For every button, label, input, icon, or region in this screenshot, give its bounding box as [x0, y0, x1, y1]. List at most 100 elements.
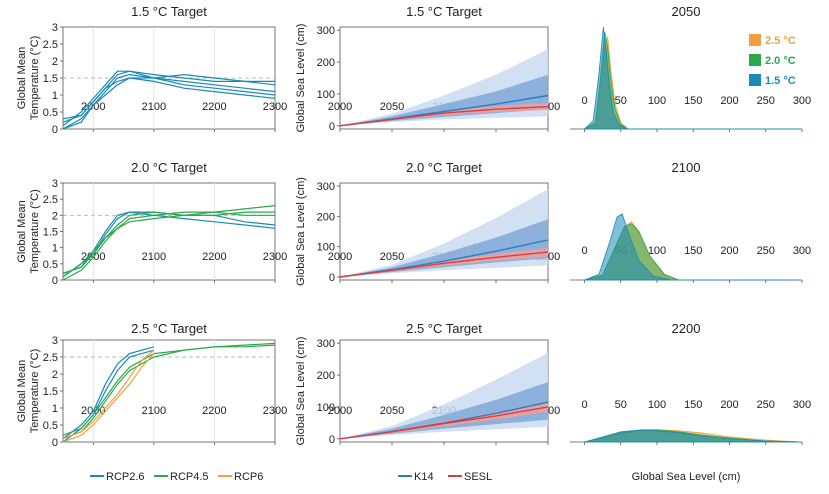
panel-title: 2100 [672, 160, 701, 175]
legend-label-rcp6: RCP6 [234, 471, 263, 483]
y-axis-label: Global Sea Level (cm) [295, 337, 307, 446]
x-tick-label: 2050 [380, 101, 404, 113]
y-tick-label: 1.5 [43, 227, 58, 239]
y-tick-label: 0.5 [43, 259, 58, 271]
y-tick-label: 200 [317, 211, 335, 223]
panel-title: 2200 [672, 321, 701, 336]
series-line-rcp26 [62, 70, 276, 127]
legend-swatch-rcp26 [749, 74, 761, 86]
x-tick-label: 250 [757, 399, 775, 411]
y-axis-label: Global MeanTemperature (°C) [16, 36, 41, 120]
legend-label-rcp45: RCP4.5 [170, 471, 209, 483]
y-tick-label: 2 [52, 56, 58, 68]
y-tick-label: 1.5 [43, 73, 58, 85]
temp-legend: RCP2.6 RCP4.5 RCP6 [90, 471, 263, 483]
panel-title: 1.5 °C Target [131, 4, 207, 19]
x-tick-label: 50 [615, 95, 627, 107]
legend-label-sesl: SESL [464, 471, 492, 483]
x-tick-label: 2300 [263, 251, 287, 263]
y-tick-label: 200 [317, 57, 335, 69]
y-tick-label: 300 [317, 338, 335, 350]
y-axis-label-line: Global Mean [16, 200, 28, 262]
x-tick-label: 0 [581, 245, 587, 257]
panel-1-2: 1.5 °C Target200020502100215022000100200… [295, 4, 560, 133]
y-tick-label: 3 [52, 178, 58, 190]
y-tick-label: 3 [52, 22, 58, 34]
panel-3-2: 2.5 °C Target200020502100215022000100200… [295, 321, 560, 446]
x-tick-label: 2000 [328, 251, 352, 263]
series-line-rcp45 [62, 205, 276, 281]
y-tick-label: 2.5 [43, 352, 58, 364]
x-tick-label: 2050 [380, 405, 404, 417]
y-tick-label: 2 [52, 210, 58, 222]
y-tick-label: 300 [317, 181, 335, 193]
y-tick-label: 0 [329, 272, 335, 284]
distribution-rcp26 [584, 213, 802, 281]
panel-title: 2.0 °C Target [131, 160, 207, 175]
y-tick-label: 100 [317, 402, 335, 414]
panel-title: 2.5 °C Target [131, 321, 207, 336]
y-axis-label: Global MeanTemperature (°C) [16, 349, 41, 433]
y-tick-label: 200 [317, 370, 335, 382]
x-tick-label: 200 [720, 95, 738, 107]
y-tick-label: 3 [52, 335, 58, 347]
series-line-rcp45 [62, 211, 275, 275]
y-tick-label: 1.5 [43, 386, 58, 398]
series-line-rcp26 [62, 73, 276, 130]
y-tick-label: 0 [329, 121, 335, 133]
y-tick-label: 0 [329, 434, 335, 446]
y-axis-label-line: Global Mean [16, 360, 28, 422]
y-axis-label: Global Sea Level (cm) [295, 177, 307, 286]
panel-3-3: 2200 0 50 100 150 200 250 300 Global Sea Level (… [570, 321, 811, 483]
x-tick-label: 2000 [328, 101, 352, 113]
panel-2-2: 2.0 °C Target200020502100215022000100200… [295, 160, 560, 286]
x-tick-label: 2000 [328, 405, 352, 417]
y-tick-label: 0.5 [43, 420, 58, 432]
x-tick-label: 2050 [380, 251, 404, 263]
panel-1-3: 2050 0 50 100 150 200 250 300 [570, 4, 811, 132]
x-tick-label: 100 [648, 95, 666, 107]
legend-label-k14: K14 [414, 471, 434, 483]
y-axis-label: Global MeanTemperature (°C) [16, 189, 41, 273]
legend-label-rcp26: 1.5 °C [765, 75, 796, 87]
y-axis-label-line: Temperature (°C) [29, 349, 41, 433]
x-tick-label: 200 [720, 245, 738, 257]
series-line-rcp45 [62, 344, 276, 440]
x-tick-label: 200 [720, 399, 738, 411]
panel-2-3: 2100050100150200250300 [570, 160, 811, 283]
y-tick-label: 2 [52, 369, 58, 381]
x-tick-label: 0 [581, 399, 587, 411]
y-tick-label: 0.5 [43, 107, 58, 119]
y-tick-label: 300 [317, 25, 335, 37]
sesl-median-line [339, 106, 549, 127]
y-axis-label-line: Temperature (°C) [29, 36, 41, 120]
y-axis-label: Global Sea Level (cm) [295, 24, 307, 133]
series-line-rcp26 [62, 346, 155, 440]
x-tick-label: 250 [757, 95, 775, 107]
x-tick-label: 50 [615, 399, 627, 411]
y-tick-label: 0 [52, 275, 58, 287]
k14-likely-band [340, 74, 548, 126]
plot-frame [62, 339, 276, 443]
panel-title: 1.5 °C Target [406, 4, 482, 19]
x-tick-label: 300 [793, 245, 811, 257]
x-axis-label: Global Sea Level (cm) [632, 471, 741, 483]
panel-title: 2.0 °C Target [406, 160, 482, 175]
series-line-rcp6 [62, 349, 155, 440]
distribution-rcp26 [584, 429, 803, 443]
x-tick-label: 150 [684, 95, 702, 107]
y-tick-label: 2.5 [43, 194, 58, 206]
legend-swatch-rcp45 [749, 54, 761, 66]
y-tick-label: 100 [317, 89, 335, 101]
y-axis-label-line: Temperature (°C) [29, 189, 41, 273]
panel-title: 2.5 °C Target [406, 321, 482, 336]
y-tick-label: 1 [52, 90, 58, 102]
x-tick-label: 300 [793, 95, 811, 107]
legend-label-rcp26: RCP2.6 [106, 471, 145, 483]
series-line-rcp45 [62, 211, 275, 278]
series-line-rcp26 [62, 77, 276, 130]
plot-frame [62, 182, 276, 281]
